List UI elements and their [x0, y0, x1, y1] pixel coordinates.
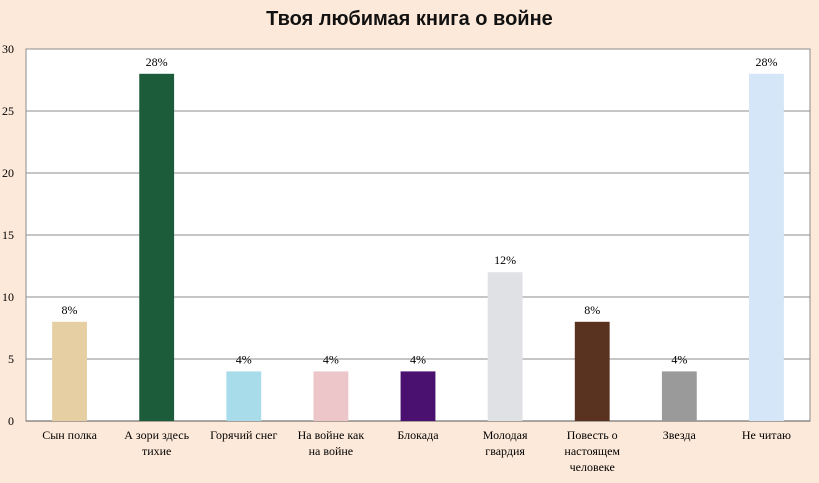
y-tick-label: 15 — [2, 228, 14, 242]
y-tick-label: 10 — [2, 290, 14, 304]
bar — [52, 321, 87, 421]
data-label: 8% — [584, 303, 600, 317]
chart-title: Твоя любимая книга о войне — [266, 8, 553, 30]
x-tick-label: Не читаю — [742, 428, 791, 442]
data-label: 4% — [323, 352, 339, 366]
bar — [400, 371, 436, 421]
bar — [226, 371, 262, 421]
x-tick-label: Звезда — [663, 428, 697, 442]
data-label: 28% — [146, 55, 168, 69]
bar — [574, 321, 610, 421]
bar — [313, 371, 349, 421]
y-tick-label: 20 — [2, 166, 14, 180]
data-label: 8% — [62, 303, 78, 317]
x-tick-label: А зори здесь тихие — [124, 428, 189, 458]
bar — [661, 371, 697, 421]
data-label: 4% — [410, 352, 426, 366]
x-tick-label: Молодая гвардия — [483, 428, 528, 458]
data-label: 4% — [671, 352, 687, 366]
bar — [487, 272, 523, 421]
x-tick-label: На войне как на войне — [298, 428, 365, 458]
x-tick-label: Повесть о настоящем человеке — [564, 428, 620, 474]
bar — [139, 73, 175, 422]
x-tick-label: Горячий снег — [210, 428, 277, 442]
x-tick-label: Блокада — [397, 428, 439, 442]
y-tick-label: 25 — [2, 104, 14, 118]
x-tick-label: Сын полка — [42, 428, 97, 442]
data-label: 4% — [236, 352, 252, 366]
data-label: 12% — [494, 253, 516, 267]
bar — [749, 73, 784, 422]
y-tick-label: 5 — [8, 352, 14, 366]
y-tick-label: 30 — [2, 42, 14, 56]
data-label: 28% — [755, 55, 777, 69]
y-tick-label: 0 — [8, 414, 14, 428]
